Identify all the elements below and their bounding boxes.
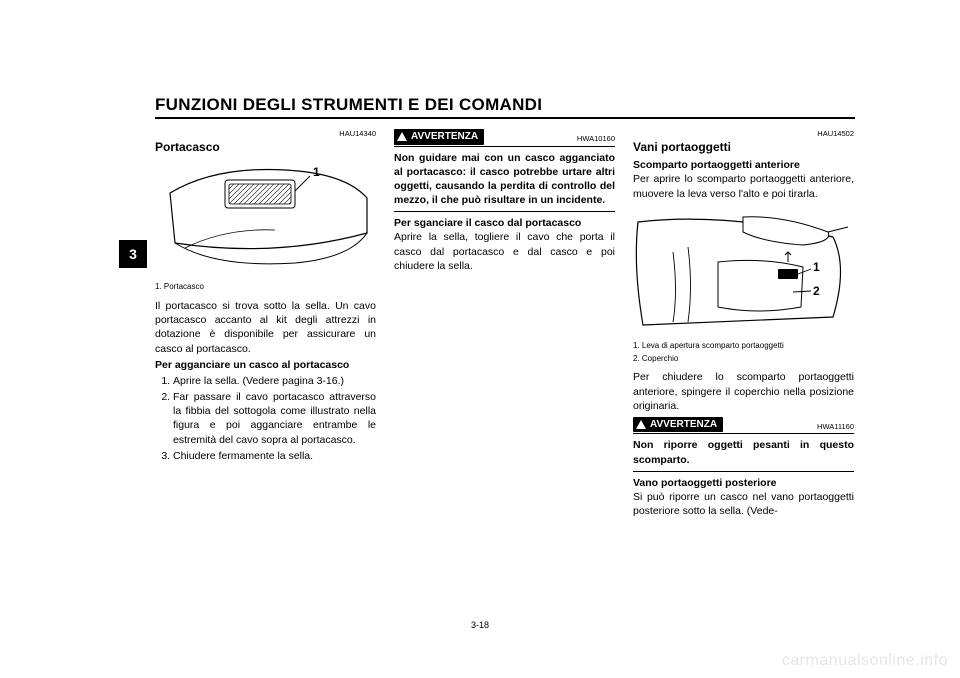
svg-text:1: 1 — [313, 165, 320, 179]
separator — [633, 471, 854, 472]
warning-label: AVVERTENZA — [411, 130, 478, 144]
warning-triangle-icon — [636, 420, 646, 429]
list-item: Chiudere fermamente la sella. — [173, 449, 376, 463]
subheading: Per agganciare un casco al portacasco — [155, 358, 376, 372]
figure-portaoggetti: 1 2 — [633, 207, 854, 337]
chapter-tab: 3 — [119, 240, 147, 268]
figure-portacasco: 1 — [155, 158, 376, 278]
warning-underline — [394, 146, 615, 147]
subheading: Vano portaoggetti posteriore — [633, 476, 854, 490]
warning-label: AVVERTENZA — [650, 418, 717, 432]
list-item: Aprire la sella. (Vedere pagina 3-16.) — [173, 374, 376, 388]
warning-triangle-icon — [397, 132, 407, 141]
paragraph: Per chiudere lo scomparto portaoggetti a… — [633, 370, 854, 413]
column-layout: HAU14340 Portacasco — [155, 129, 855, 518]
page-content: FUNZIONI DEGLI STRUMENTI E DEI COMANDI H… — [155, 95, 855, 518]
warning-badge: AVVERTENZA — [394, 129, 484, 145]
ref-code: HAU14340 — [155, 129, 376, 139]
column-3: HAU14502 Vani portaoggetti Scomparto por… — [633, 129, 854, 518]
watermark: carmanualsonline.info — [782, 652, 948, 670]
separator — [394, 211, 615, 212]
subheading: Per sganciare il casco dal portacasco — [394, 216, 615, 230]
svg-text:2: 2 — [813, 284, 820, 298]
subheading: Scomparto portaoggetti anteriore — [633, 158, 854, 172]
column-1: HAU14340 Portacasco — [155, 129, 376, 518]
paragraph: Il portacasco si trova sotto la sella. U… — [155, 299, 376, 356]
warning-text: Non riporre oggetti pesanti in questo sc… — [633, 438, 854, 466]
figure-caption: 2. Coperchio — [633, 354, 854, 365]
page-number: 3-18 — [0, 620, 960, 630]
ref-code: HWA10160 — [577, 134, 615, 144]
paragraph: Si può riporre un casco nel vano portaog… — [633, 490, 854, 518]
column-2: AVVERTENZA HWA10160 Non guidare mai con … — [394, 129, 615, 518]
warning-text: Non guidare mai con un casco agganciato … — [394, 151, 615, 208]
figure-caption: 1. Leva di apertura scomparto portaogget… — [633, 341, 854, 352]
svg-text:1: 1 — [813, 260, 820, 274]
paragraph: Per aprire lo scomparto portaoggetti ant… — [633, 172, 854, 200]
paragraph: Aprire la sella, togliere il cavo che po… — [394, 230, 615, 273]
section-title-vani: Vani portaoggetti — [633, 139, 854, 155]
warning-underline — [633, 433, 854, 434]
figure-caption: 1. Portacasco — [155, 282, 376, 293]
step-list: Aprire la sella. (Vedere pagina 3-16.) F… — [155, 374, 376, 463]
header-rule — [155, 117, 855, 119]
ref-code: HAU14502 — [633, 129, 854, 139]
page-header: FUNZIONI DEGLI STRUMENTI E DEI COMANDI — [155, 95, 855, 115]
ref-code: HWA11160 — [817, 422, 854, 432]
list-item: Far passare il cavo portacasco attravers… — [173, 390, 376, 447]
section-title-portacasco: Portacasco — [155, 139, 376, 155]
warning-badge: AVVERTENZA — [633, 417, 723, 433]
